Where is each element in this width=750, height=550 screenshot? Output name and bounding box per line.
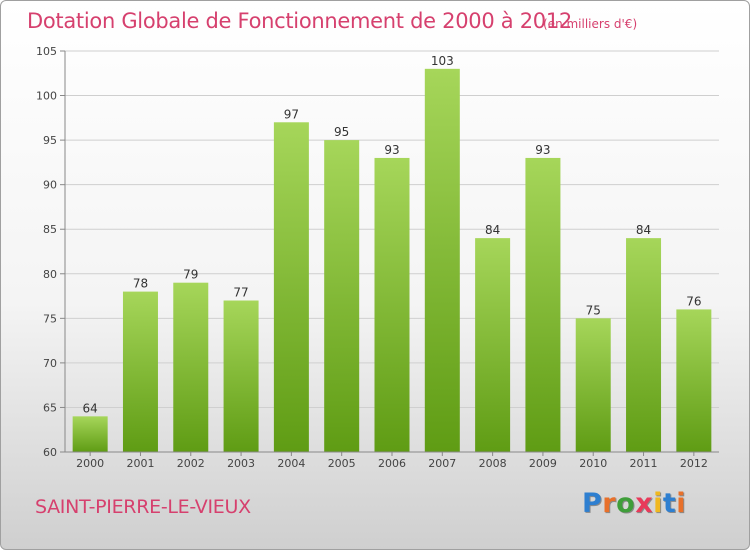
chart-title: Dotation Globale de Fonctionnement de 20… bbox=[27, 9, 572, 33]
y-tick-label: 70 bbox=[43, 357, 57, 370]
proxiti-logo: Proxiti bbox=[582, 488, 686, 519]
bar-value-label: 97 bbox=[284, 107, 299, 121]
bar-value-label: 93 bbox=[535, 143, 550, 157]
x-tick-label: 2004 bbox=[277, 457, 305, 470]
y-tick-label: 95 bbox=[43, 134, 57, 147]
y-tick-label: 80 bbox=[43, 268, 57, 281]
x-tick-label: 2005 bbox=[328, 457, 356, 470]
bar-2006 bbox=[374, 157, 410, 452]
x-tick-label: 2001 bbox=[126, 457, 154, 470]
logo-letter: x bbox=[635, 488, 654, 519]
x-tick-label: 2011 bbox=[630, 457, 658, 470]
y-tick-label: 65 bbox=[43, 401, 57, 414]
logo-letter: P bbox=[582, 488, 603, 519]
x-tick-label: 2003 bbox=[227, 457, 255, 470]
bar-2005 bbox=[324, 140, 360, 452]
x-tick-label: 2006 bbox=[378, 457, 406, 470]
bar-value-label: 95 bbox=[334, 125, 349, 139]
axes: 60 65 70 75 80 85 90 95 100 105 2000 2001 2002 2003 20… bbox=[36, 45, 719, 470]
bar-value-label: 75 bbox=[586, 303, 601, 317]
bar-2009 bbox=[525, 157, 561, 452]
bar-value-label: 64 bbox=[83, 401, 98, 415]
bar-2000 bbox=[72, 416, 108, 452]
y-tick-label: 60 bbox=[43, 446, 57, 459]
x-tick-label: 2000 bbox=[76, 457, 104, 470]
logo-letter: i bbox=[676, 488, 687, 519]
y-tick-label: 100 bbox=[36, 90, 57, 103]
logo-letter: r bbox=[602, 488, 617, 519]
bar-2002 bbox=[173, 282, 209, 452]
bar-value-label: 79 bbox=[183, 268, 198, 282]
bar-value-label: 77 bbox=[233, 286, 248, 300]
y-tick-label: 105 bbox=[36, 45, 57, 58]
x-tick-label: 2009 bbox=[529, 457, 557, 470]
bar-2011 bbox=[626, 238, 662, 452]
logo-letter: o bbox=[616, 488, 636, 519]
y-tick-label: 75 bbox=[43, 312, 57, 325]
bar-2001 bbox=[122, 291, 158, 452]
bar-2010 bbox=[575, 318, 611, 452]
place-name: SAINT-PIERRE-LE-VIEUX bbox=[35, 496, 251, 518]
bar-value-label: 103 bbox=[431, 54, 454, 68]
x-tick-label: 2008 bbox=[479, 457, 507, 470]
x-tick-label: 2007 bbox=[428, 457, 456, 470]
bar-2003 bbox=[223, 300, 259, 452]
y-tick-label: 85 bbox=[43, 223, 57, 236]
x-tick-label: 2002 bbox=[177, 457, 205, 470]
chart-subtitle: (en milliers d'€) bbox=[543, 17, 638, 31]
bar-2012 bbox=[676, 309, 712, 452]
bar-value-labels: 64 78 79 77 97 95 93 103 84 93 75 84 76 bbox=[83, 54, 702, 416]
bars bbox=[72, 68, 712, 453]
bar-2008 bbox=[475, 238, 511, 452]
logo-letter: i bbox=[653, 488, 663, 519]
bar-value-label: 78 bbox=[133, 277, 148, 291]
y-tick-label: 90 bbox=[43, 179, 57, 192]
x-tick-label: 2012 bbox=[680, 457, 708, 470]
logo-letter: t bbox=[662, 488, 677, 519]
bar-value-label: 84 bbox=[485, 223, 500, 237]
x-tick-label: 2010 bbox=[579, 457, 607, 470]
bar-2007 bbox=[424, 68, 460, 453]
bar-2004 bbox=[273, 122, 309, 453]
bar-value-label: 93 bbox=[384, 143, 399, 157]
bar-value-label: 84 bbox=[636, 223, 651, 237]
bar-value-label: 76 bbox=[686, 294, 701, 308]
